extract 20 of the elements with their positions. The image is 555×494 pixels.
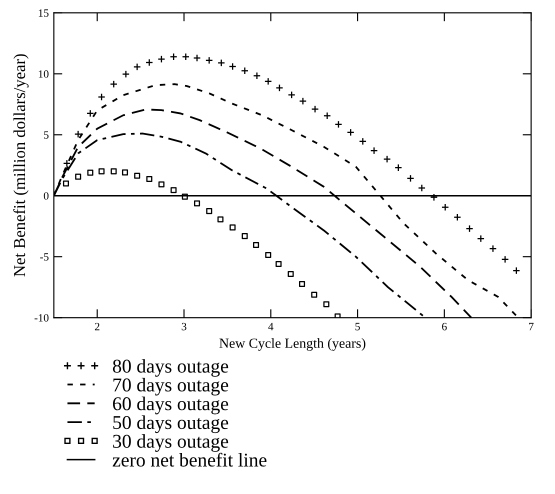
legend-label: 80 days outage — [112, 359, 228, 377]
x-axis-title: New Cycle Length (years) — [219, 338, 366, 351]
x-tick-label: 4 — [268, 322, 274, 330]
y-tick-label: -10 — [34, 314, 49, 322]
y-tick-label: 15 — [38, 9, 49, 17]
x-tick-label: 5 — [355, 322, 360, 330]
y-axis-title: Net Benefit (million dollars/year) — [13, 54, 29, 277]
legend-label: zero net benefit line — [112, 452, 266, 467]
legend-label: 60 days outage — [113, 396, 228, 414]
y-tick-label: -5 — [40, 253, 49, 261]
legend-label: 30 days outage — [113, 434, 228, 452]
legend-label: 50 days outage — [113, 415, 228, 434]
y-tick-label: 5 — [44, 131, 49, 139]
x-tick-label: 6 — [442, 322, 447, 330]
x-tick-label: 2 — [94, 322, 100, 330]
x-tick-label: 7 — [529, 322, 534, 330]
y-tick-label: 10 — [38, 70, 49, 78]
x-tick-label: 3 — [182, 322, 186, 330]
y-tick-label: 0 — [44, 192, 49, 200]
legend-label: 70 days outage — [113, 378, 228, 396]
